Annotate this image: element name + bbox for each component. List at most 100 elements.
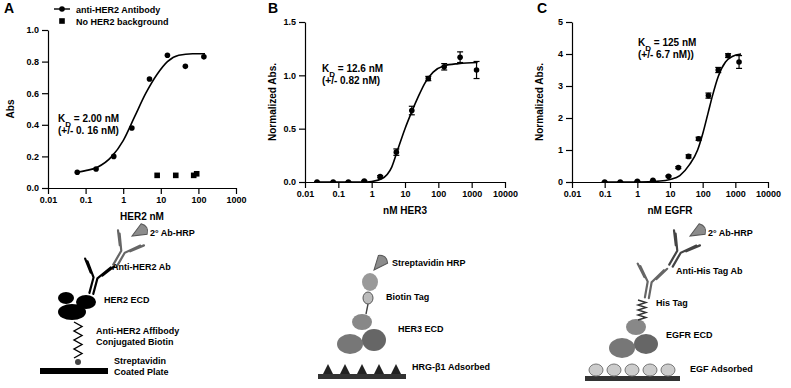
tick: 0 — [558, 177, 572, 187]
diagram-label: 2° Ab-HRP — [150, 228, 195, 238]
tick-label: 0.1 — [80, 195, 93, 205]
hrp — [369, 253, 389, 274]
ecd — [626, 319, 646, 335]
tick: 4 — [558, 49, 572, 59]
error-bar — [425, 76, 431, 80]
tick: 1 — [121, 188, 126, 205]
tick-label: 10000 — [756, 189, 781, 199]
diagram-label: Anti-HER2 Affibody — [96, 326, 179, 336]
point — [425, 76, 431, 82]
panel: A0.010.111010010000.00.20.40.60.81.0HER2… — [4, 0, 247, 377]
streptavidin — [362, 273, 378, 291]
fit-curve — [605, 54, 741, 182]
x-axis: 0.010.1110100100010000 — [297, 182, 518, 199]
tick-mark — [338, 182, 339, 188]
tick-mark — [605, 182, 606, 188]
tick: 0.6 — [26, 89, 48, 99]
axis-line — [572, 23, 573, 183]
tick-mark — [572, 182, 573, 188]
tick: 10 — [400, 182, 410, 199]
tick-label: 0.01 — [40, 195, 58, 205]
tick: 1 — [558, 145, 572, 155]
point — [377, 174, 383, 180]
tick-mark — [299, 75, 305, 76]
diagram-label: Biotin Tag — [386, 292, 429, 302]
tick-mark — [768, 182, 769, 188]
biotin — [75, 359, 81, 365]
plate — [40, 368, 108, 374]
tick-label: 100 — [191, 195, 206, 205]
tick-mark — [305, 182, 306, 188]
tick: 0.5 — [283, 124, 305, 134]
ecd — [609, 338, 635, 358]
tick-mark — [123, 188, 124, 194]
legend: anti-HER2 AntibodyNo HER2 background — [54, 5, 169, 27]
fit-curve — [315, 63, 478, 182]
linker — [366, 304, 368, 314]
diagram: 2° Ab-HRP Anti-HER2 Ab HER2 ECD Anti-HER2 A… — [40, 222, 195, 377]
tick: 0.1 — [599, 182, 612, 199]
hrp — [687, 222, 708, 241]
point — [93, 166, 99, 172]
error-bar — [705, 93, 711, 98]
ecd — [352, 314, 372, 330]
point — [706, 93, 712, 99]
tick-label: 1.0 — [26, 25, 39, 35]
point — [129, 125, 135, 131]
diagram-label: HRG-β1 Adsorbed — [412, 362, 490, 372]
tick-mark — [299, 22, 305, 23]
antibody — [632, 264, 667, 301]
antibody — [77, 259, 114, 298]
ecd — [337, 334, 363, 354]
point — [686, 154, 692, 160]
annotation: (+/- 0. 16 nM) — [58, 125, 119, 136]
y-axis: 0.00.20.40.60.81.0 — [26, 25, 48, 193]
tick-label: 0.5 — [283, 124, 296, 134]
legend-marker — [59, 6, 65, 12]
error-bar — [715, 67, 721, 72]
legend-marker — [59, 18, 65, 24]
diagram-label: Anti-His Tag Ab — [676, 266, 743, 276]
diagram-label: Anti-HER2 Ab — [112, 262, 171, 272]
tick-label: 0 — [558, 177, 563, 187]
tick-mark — [637, 182, 638, 188]
adsorbed-ligand — [625, 364, 639, 376]
diagram-label: HER2 ECD — [104, 295, 150, 305]
tick-label: 1 — [121, 195, 126, 205]
diagram-label: Streptavidin — [114, 356, 166, 366]
diagram-label: Conjugated Biotin — [96, 337, 174, 347]
point — [666, 173, 672, 179]
tick-mark — [505, 182, 506, 188]
tick: 100 — [696, 182, 711, 199]
point — [346, 179, 352, 182]
adsorbed-ligand — [643, 364, 657, 376]
point — [736, 59, 742, 65]
tick: 100 — [191, 188, 206, 205]
ecd — [76, 295, 96, 309]
tick-mark — [42, 188, 48, 189]
plot-area — [602, 53, 742, 182]
tick: 0.01 — [297, 182, 315, 199]
error-bar — [393, 149, 399, 155]
tick: 0.1 — [333, 182, 346, 199]
point — [715, 67, 721, 73]
tick: 3 — [558, 81, 572, 91]
point — [457, 54, 463, 60]
tick: 1 — [635, 182, 640, 199]
tick-label: 4 — [558, 49, 563, 59]
tick-label: 10 — [665, 189, 675, 199]
tick-mark — [299, 182, 305, 183]
tick: 5 — [558, 17, 572, 27]
plate — [318, 374, 406, 379]
tick-label: 3 — [558, 81, 563, 91]
diagram-label: Coated Plate — [114, 367, 169, 377]
tick-mark — [566, 182, 572, 183]
point — [602, 179, 608, 182]
point — [441, 64, 447, 70]
diagram-label: Streptavidin HRP — [392, 258, 466, 268]
tick-mark — [42, 93, 48, 94]
y-axis: 0.00.51.01.5 — [283, 17, 305, 187]
tick-label: 0.1 — [333, 189, 346, 199]
point — [409, 108, 415, 114]
tick-mark — [566, 150, 572, 151]
